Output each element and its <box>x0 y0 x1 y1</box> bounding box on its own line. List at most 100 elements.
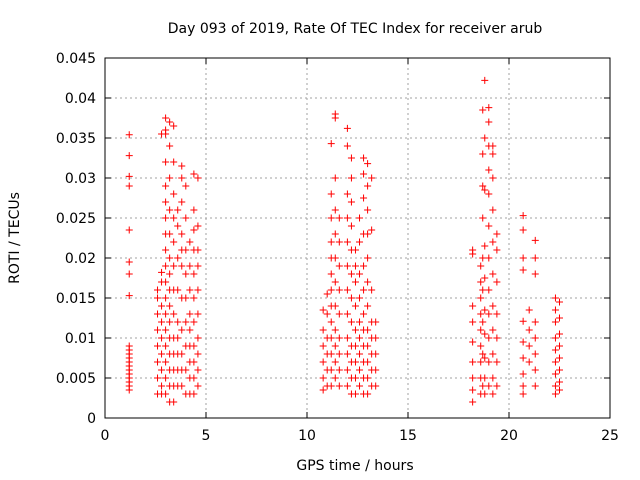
data-point <box>162 158 170 166</box>
data-point <box>319 358 327 366</box>
data-point <box>327 140 335 148</box>
x-tick-label: 10 <box>298 428 316 444</box>
data-point <box>125 226 133 234</box>
data-point <box>327 318 335 326</box>
data-point <box>182 318 190 326</box>
data-point <box>174 222 182 230</box>
y-tick-label: 0.025 <box>56 211 96 227</box>
data-point <box>372 366 380 374</box>
data-point <box>360 194 368 202</box>
data-point <box>190 342 198 350</box>
data-point <box>154 326 162 334</box>
data-point <box>356 294 364 302</box>
data-point <box>519 212 527 220</box>
data-point <box>158 366 166 374</box>
x-tick-label: 0 <box>101 428 110 444</box>
data-point <box>327 214 335 222</box>
data-point <box>481 374 489 382</box>
data-point <box>182 270 190 278</box>
axis-ticks <box>104 57 611 419</box>
data-point <box>356 350 364 358</box>
plot-frame <box>104 57 611 419</box>
y-tick-label: 0.015 <box>56 291 96 307</box>
data-point <box>519 382 527 390</box>
data-point <box>162 278 170 286</box>
data-point <box>186 310 194 318</box>
data-point <box>331 254 339 262</box>
data-point <box>170 190 178 198</box>
data-point <box>166 318 174 326</box>
data-point <box>170 398 178 406</box>
data-point <box>356 318 364 326</box>
data-point <box>162 130 170 138</box>
data-point <box>170 262 178 270</box>
data-point <box>347 294 355 302</box>
data-point <box>335 238 343 246</box>
data-point <box>319 386 327 394</box>
data-point <box>343 350 351 358</box>
data-point <box>154 374 162 382</box>
data-point <box>531 254 539 262</box>
data-point <box>485 382 493 390</box>
data-point <box>485 334 493 342</box>
data-point <box>194 382 202 390</box>
data-point <box>489 206 497 214</box>
data-point <box>166 302 174 310</box>
data-point <box>186 238 194 246</box>
data-point <box>347 174 355 182</box>
data-point <box>551 306 559 314</box>
data-point <box>372 350 380 358</box>
data-point <box>364 182 372 190</box>
data-point <box>162 294 170 302</box>
data-point <box>360 262 368 270</box>
data-point <box>356 382 364 390</box>
data-point <box>194 334 202 342</box>
data-point <box>477 310 485 318</box>
data-point <box>343 262 351 270</box>
data-point <box>485 310 493 318</box>
data-point <box>493 358 501 366</box>
data-point <box>178 198 186 206</box>
data-point <box>368 174 376 182</box>
data-point <box>331 278 339 286</box>
data-point <box>469 318 477 326</box>
data-point <box>323 310 331 318</box>
data-point <box>125 386 133 394</box>
data-point <box>531 334 539 342</box>
data-point <box>525 342 533 350</box>
data-point <box>531 350 539 358</box>
data-point <box>125 292 133 300</box>
data-point <box>372 382 380 390</box>
data-point <box>158 302 166 310</box>
data-point <box>479 382 487 390</box>
data-point <box>343 214 351 222</box>
chart-title: Day 093 of 2019, Rate Of TEC Index for r… <box>168 21 543 37</box>
data-point <box>493 230 501 238</box>
data-point <box>364 358 372 366</box>
data-point <box>125 131 133 139</box>
x-tick-label: 25 <box>601 428 619 444</box>
data-point <box>481 354 489 362</box>
data-point <box>351 262 359 270</box>
data-point <box>190 226 198 234</box>
data-point <box>125 270 133 278</box>
data-point <box>531 382 539 390</box>
data-point <box>335 334 343 342</box>
data-point <box>364 374 372 382</box>
data-point <box>190 358 198 366</box>
data-point <box>479 286 487 294</box>
data-point <box>364 342 372 350</box>
data-point <box>174 206 182 214</box>
data-point <box>485 104 493 112</box>
data-point <box>319 306 327 314</box>
y-tick-label: 0.04 <box>65 91 96 107</box>
data-point <box>479 254 487 262</box>
data-point <box>162 310 170 318</box>
data-point <box>364 254 372 262</box>
data-point <box>489 150 497 158</box>
data-point <box>186 262 194 270</box>
data-point <box>327 350 335 358</box>
data-point <box>182 366 190 374</box>
data-point <box>186 286 194 294</box>
data-point <box>174 334 182 342</box>
